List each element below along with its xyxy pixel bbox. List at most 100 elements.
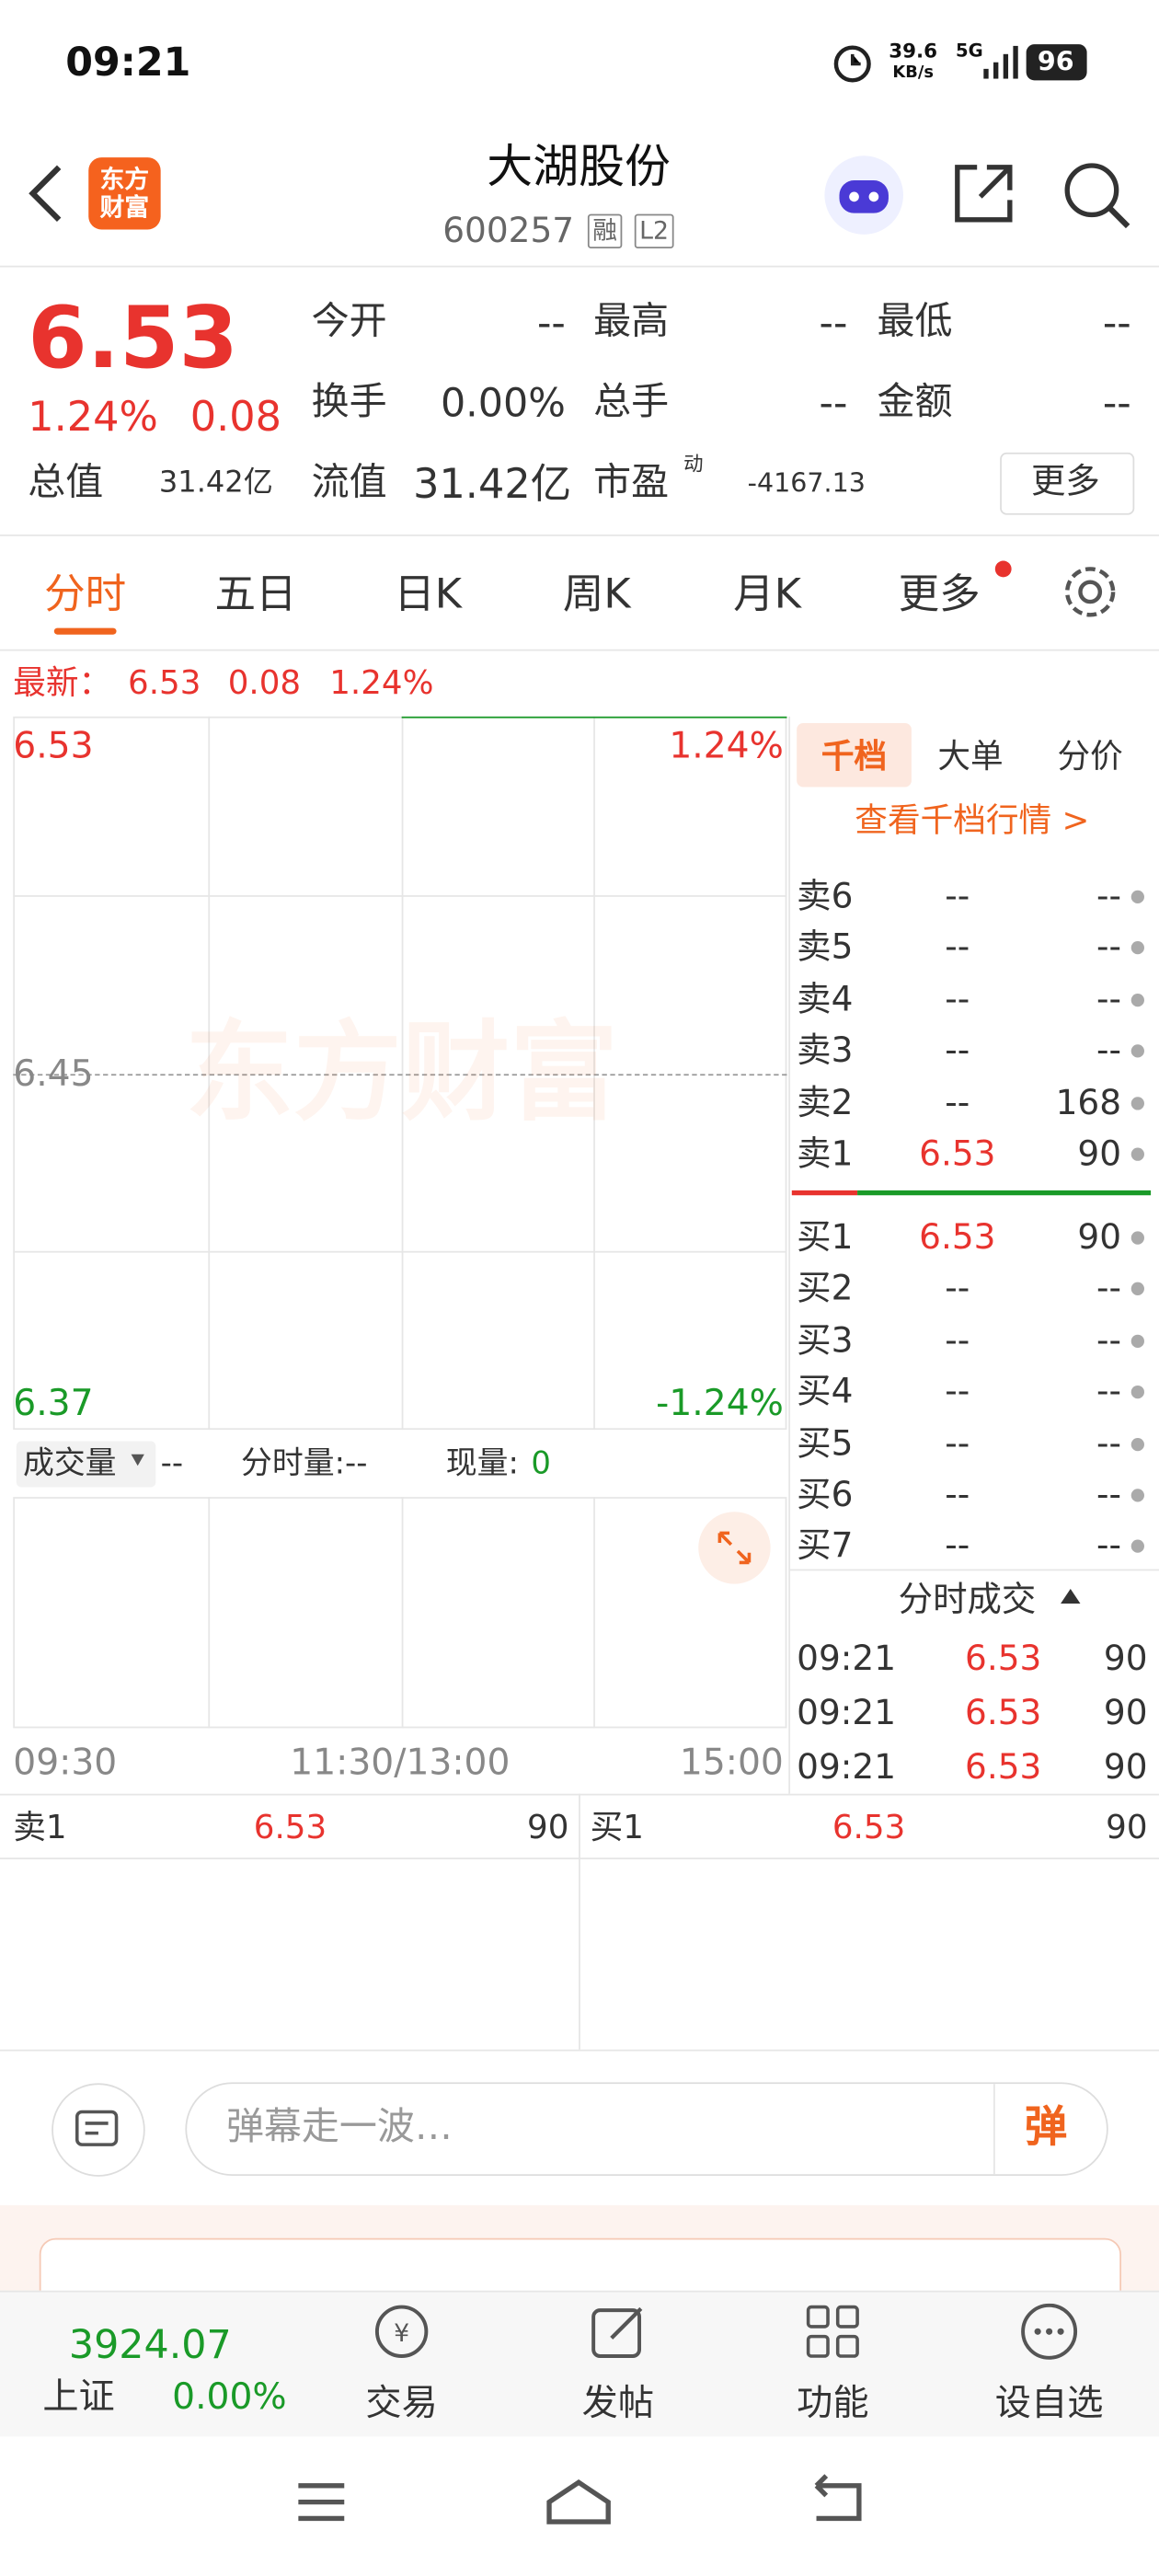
watchlist-icon[interactable] bbox=[1020, 2302, 1079, 2361]
trade-volume: 90 bbox=[1103, 1639, 1148, 1679]
trade-volume: 90 bbox=[1103, 1747, 1148, 1788]
field-value: -4167.13 bbox=[747, 466, 866, 499]
book-volume: -- bbox=[1096, 1475, 1122, 1514]
book-dot bbox=[1130, 1540, 1144, 1554]
field-value: 31.42亿 bbox=[158, 466, 273, 500]
book-dot bbox=[1130, 941, 1144, 955]
battery-level: 96 bbox=[1037, 45, 1074, 77]
book-link[interactable]: 查看千档行情 > bbox=[855, 799, 1090, 840]
tag-margin: 融 bbox=[587, 213, 623, 249]
nav-item[interactable]: 发帖 bbox=[581, 2384, 655, 2425]
post-icon[interactable] bbox=[589, 2302, 648, 2361]
field-label: 总手 bbox=[593, 381, 670, 424]
tab[interactable]: 周K bbox=[562, 569, 631, 617]
battery bbox=[1026, 44, 1087, 81]
trade-time: 09:21 bbox=[797, 1639, 897, 1679]
book-price: -- bbox=[945, 1030, 970, 1071]
nav-item[interactable]: 交易 bbox=[365, 2384, 438, 2425]
book-volume: 90 bbox=[1077, 1133, 1122, 1174]
nav-item[interactable]: 设自选 bbox=[994, 2384, 1104, 2425]
current-volume-label: 现量: bbox=[445, 1445, 519, 1482]
trade-icon[interactable]: ¥ bbox=[373, 2302, 431, 2361]
function-icon[interactable] bbox=[803, 2302, 862, 2361]
danmaku-button[interactable]: 弹 bbox=[1024, 2103, 1068, 2154]
book-volume: -- bbox=[1096, 1526, 1122, 1566]
time-label: 11:30/13:00 bbox=[290, 1742, 511, 1785]
book-dot bbox=[1130, 1147, 1144, 1161]
best-price: 6.53 bbox=[253, 1806, 327, 1846]
comment-icon[interactable] bbox=[51, 2082, 145, 2177]
book-price: -- bbox=[945, 1320, 970, 1360]
current-volume: 0 bbox=[531, 1445, 551, 1482]
search-icon[interactable] bbox=[1062, 161, 1131, 230]
nav-item[interactable]: 功能 bbox=[797, 2384, 869, 2425]
field-value: -- bbox=[819, 300, 848, 347]
book-tab[interactable]: 大单 bbox=[937, 736, 1004, 776]
tab[interactable]: 分时 bbox=[44, 569, 127, 617]
more-label[interactable]: 更多 bbox=[1031, 461, 1100, 501]
field-value: 0.00% bbox=[440, 380, 566, 427]
book-label: 买4 bbox=[797, 1372, 854, 1411]
best-label: 卖1 bbox=[13, 1806, 67, 1846]
volume-label[interactable]: 成交量 bbox=[22, 1445, 117, 1482]
tab-underline bbox=[53, 627, 117, 635]
tab[interactable]: 月K bbox=[733, 569, 801, 617]
book-volume: -- bbox=[1096, 1030, 1122, 1071]
trade-time: 09:21 bbox=[797, 1693, 897, 1733]
book-tab[interactable]: 千档 bbox=[820, 736, 888, 776]
best-volume: 90 bbox=[1106, 1806, 1148, 1846]
trade-price: 6.53 bbox=[965, 1693, 1042, 1733]
system-nav bbox=[298, 2474, 862, 2524]
comment-input[interactable] bbox=[185, 2082, 1108, 2176]
share-icon[interactable] bbox=[951, 161, 1016, 226]
book-price: -- bbox=[945, 1526, 970, 1566]
book-volume: -- bbox=[1096, 1423, 1122, 1463]
latest-price: 6.53 bbox=[128, 662, 201, 702]
book-tab[interactable]: 分价 bbox=[1057, 736, 1123, 776]
field-label: 流值 bbox=[311, 461, 387, 505]
minute-volume: 分时量:-- bbox=[240, 1445, 368, 1482]
latest-pct: 1.24% bbox=[329, 662, 434, 702]
more-button[interactable] bbox=[1000, 452, 1135, 515]
trade-volume: 90 bbox=[1103, 1693, 1148, 1733]
volume-value: -- bbox=[160, 1445, 184, 1482]
settings-icon[interactable] bbox=[1062, 564, 1119, 620]
chart-frame bbox=[13, 716, 787, 1431]
latest-label: 最新： bbox=[13, 662, 112, 702]
book-dot bbox=[1130, 1334, 1144, 1348]
trades-title: 分时成交 bbox=[898, 1580, 1037, 1619]
back-icon[interactable] bbox=[27, 164, 69, 223]
tab[interactable]: 更多 bbox=[898, 569, 981, 617]
logo-text: 东方财富 bbox=[99, 165, 150, 222]
book-label: 买2 bbox=[797, 1269, 854, 1309]
book-price: -- bbox=[945, 927, 970, 968]
field-value: -- bbox=[1102, 380, 1131, 427]
expand-icon[interactable] bbox=[698, 1512, 771, 1584]
stock-code: 600257 bbox=[442, 211, 575, 250]
robot-icon[interactable] bbox=[823, 155, 905, 236]
tab[interactable]: 日K bbox=[394, 569, 463, 617]
book-label: 卖5 bbox=[797, 927, 854, 968]
book-price: -- bbox=[945, 979, 970, 1019]
field-value: -- bbox=[819, 380, 848, 427]
dropdown-arrow bbox=[131, 1454, 144, 1466]
comment-placeholder[interactable]: 弹幕走一波… bbox=[225, 2106, 453, 2149]
book-volume: -- bbox=[1096, 1320, 1122, 1360]
field-label: 金额 bbox=[877, 381, 953, 424]
net-speed: 39.6 bbox=[889, 39, 938, 63]
badge-dot bbox=[994, 560, 1012, 578]
pct-low: -1.24% bbox=[656, 1384, 784, 1425]
pct-high: 1.24% bbox=[669, 726, 784, 768]
book-dot bbox=[1130, 1437, 1144, 1451]
tab[interactable]: 五日 bbox=[214, 569, 297, 617]
book-volume: -- bbox=[1096, 876, 1122, 916]
signal-icon bbox=[983, 45, 1018, 79]
trade-price: 6.53 bbox=[965, 1747, 1042, 1788]
book-volume: -- bbox=[1096, 927, 1122, 968]
network: 5G bbox=[956, 40, 983, 62]
logo-box bbox=[88, 157, 161, 230]
best-volume: 90 bbox=[527, 1806, 569, 1846]
book-volume: -- bbox=[1096, 1269, 1122, 1309]
book-dot bbox=[1130, 1231, 1144, 1245]
field-value: -- bbox=[536, 300, 566, 347]
